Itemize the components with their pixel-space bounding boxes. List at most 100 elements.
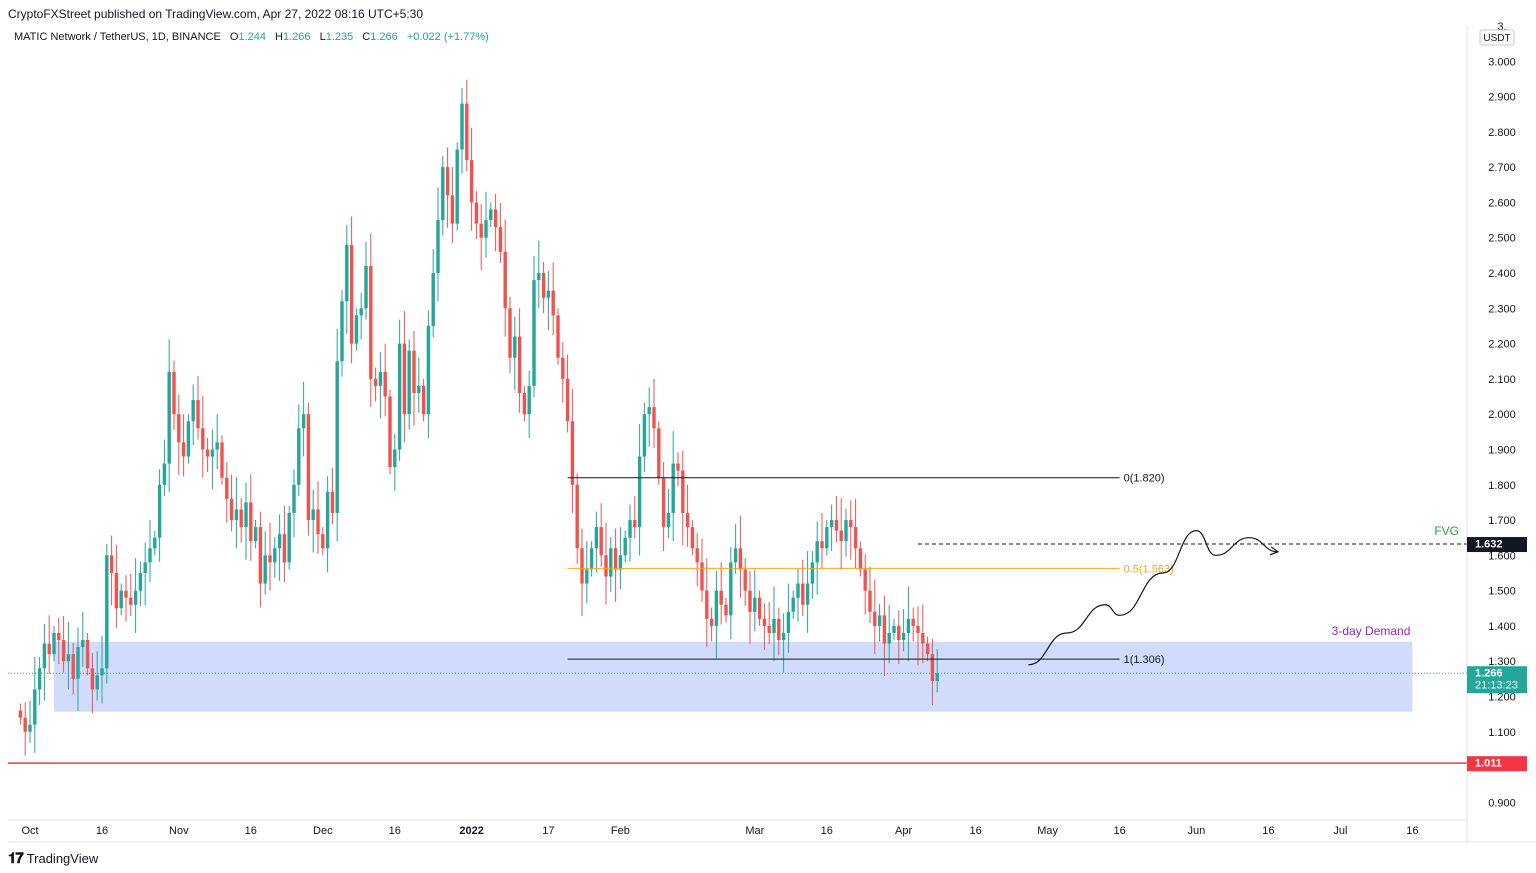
candle-body (705, 590, 709, 619)
y-tick-label: 2.100 (1488, 374, 1516, 386)
candle-body (661, 477, 666, 528)
candle-body (383, 371, 387, 397)
fib-label: 0(1.820) (1124, 473, 1165, 485)
candle-body (90, 668, 95, 690)
candle-body (253, 527, 258, 542)
candle-body (162, 463, 167, 485)
candle (671, 431, 675, 542)
candle-body (325, 491, 330, 549)
fvg-price-tag-text: 1.632 (1475, 539, 1503, 551)
candle-body (205, 449, 210, 457)
candle-body (609, 548, 613, 577)
candle-body (868, 590, 872, 612)
candle (599, 503, 603, 567)
candle-body (570, 421, 575, 485)
candle (364, 241, 368, 320)
candle (33, 656, 37, 753)
candle (647, 387, 651, 447)
candle-body (100, 668, 104, 676)
candle (249, 474, 253, 561)
candle-body (657, 428, 661, 478)
candle (90, 652, 95, 714)
candle (412, 330, 416, 426)
candle (844, 508, 848, 557)
fib-label: 1(1.306) (1124, 654, 1165, 666)
candle (186, 414, 191, 464)
candle (388, 389, 392, 475)
candle (868, 566, 872, 624)
candle (729, 546, 733, 640)
candle-body (700, 562, 704, 591)
footer-brand[interactable]: TradingView (26, 851, 99, 866)
chart-legend: MATIC Network / TetherUS, 1D, BINANCE O1… (14, 31, 489, 43)
candle-body (743, 569, 747, 591)
fib-label: 0.5(1.563) (1124, 563, 1174, 575)
candle (762, 603, 767, 650)
candle (825, 520, 829, 556)
candle-body (445, 167, 450, 196)
candle (325, 476, 330, 573)
candle-body (839, 530, 843, 542)
candle-body (719, 590, 723, 605)
candle-body (210, 449, 215, 457)
candle-body (105, 555, 109, 669)
symbol-name[interactable]: MATIC Network / TetherUS, 1D, BINANCE (14, 31, 221, 43)
candle-body (551, 290, 555, 316)
candle-body (215, 442, 219, 450)
candle (513, 316, 517, 391)
candle-body (321, 534, 325, 549)
x-tick-label: 17 (542, 825, 554, 837)
candle-body (733, 548, 738, 563)
x-tick-label: Jun (1188, 825, 1206, 837)
candle (340, 289, 344, 377)
candle-body (695, 548, 699, 563)
candle-body (378, 371, 383, 386)
candle (201, 395, 205, 478)
currency-badge (1479, 29, 1515, 46)
candle-body (157, 484, 162, 538)
candle-body (825, 527, 829, 549)
candle (738, 515, 743, 598)
candle (225, 462, 229, 523)
candle-body (301, 414, 306, 429)
candle-body (791, 597, 795, 612)
candle (585, 541, 589, 604)
candle-body (143, 562, 147, 573)
candle (916, 606, 920, 666)
x-tick-label: Apr (895, 825, 912, 837)
candle (105, 544, 109, 684)
candle-body (911, 618, 915, 626)
candle-body (489, 209, 493, 221)
candle (805, 551, 810, 633)
y-tick-label: 1.700 (1488, 515, 1516, 527)
candle (503, 219, 507, 337)
tradingview-logo-icon: 𝟏𝟕 (8, 850, 24, 867)
overlay-layer: 0(1.820) 0.5(1.563) 1(1.306) FVG (8, 473, 1467, 764)
candle (119, 583, 123, 616)
candle-body (901, 632, 906, 641)
candle-body (393, 449, 397, 468)
candle (892, 618, 896, 641)
candle-body (685, 512, 690, 528)
open-label: O (229, 31, 239, 43)
candle-body (225, 477, 229, 499)
candle (162, 439, 167, 497)
candle-body (781, 632, 786, 641)
candle (810, 551, 815, 600)
candle (901, 608, 906, 652)
change-value: +0.022 (+1.77%) (406, 31, 489, 43)
candle-body (287, 512, 291, 563)
candle (316, 481, 320, 554)
y-tick-label: 2.600 (1488, 197, 1516, 209)
candle-body (124, 590, 128, 598)
demand-zone (54, 641, 1413, 712)
candle-body (148, 548, 152, 563)
candle-body (498, 227, 503, 252)
candle (834, 496, 839, 542)
candle-body (810, 562, 815, 584)
candle-body (892, 625, 896, 633)
candle-body (373, 378, 378, 386)
candle (690, 520, 695, 556)
candle (791, 590, 795, 619)
